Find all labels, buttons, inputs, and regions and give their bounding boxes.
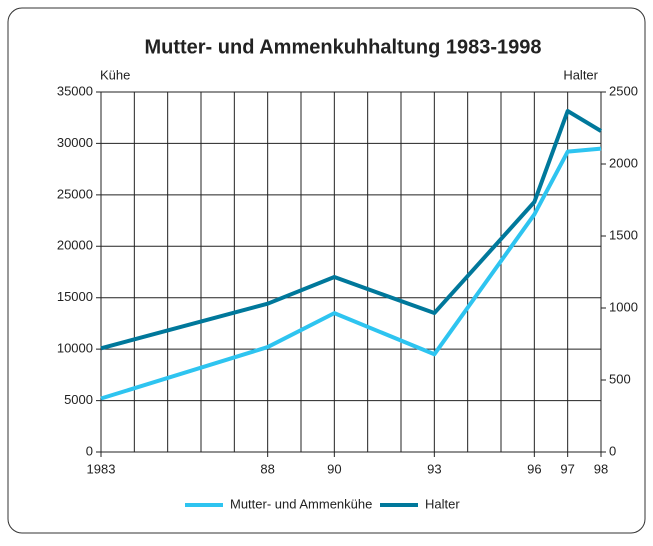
y2-axis-label: Halter xyxy=(563,67,598,82)
chart-title: Mutter- und Ammenkuhhaltung 1983-1998 xyxy=(144,36,541,58)
y2-tick-label: 2000 xyxy=(609,155,638,170)
x-tick-label: 98 xyxy=(594,461,608,476)
legend-label: Halter xyxy=(425,496,460,511)
y-tick-label: 30000 xyxy=(57,135,93,150)
x-tick-label: 96 xyxy=(527,461,541,476)
frame xyxy=(7,7,646,534)
x-tick-label: 90 xyxy=(327,461,341,476)
legend-label: Mutter- und Ammenkühe xyxy=(230,496,372,511)
y-tick-label: 0 xyxy=(86,443,93,458)
line-series xyxy=(100,109,603,351)
x-tick-label: 97 xyxy=(560,461,574,476)
y2-tick-label: 2500 xyxy=(609,83,638,98)
y2-tick-label: 1000 xyxy=(609,299,638,314)
x-tick-label: 93 xyxy=(427,461,441,476)
y2-tick-label: 0 xyxy=(609,443,616,458)
y2-tick-label: 500 xyxy=(609,371,631,386)
x-tick-label: 88 xyxy=(260,461,274,476)
y-tick-label: 5000 xyxy=(64,392,93,407)
y-tick-label: 15000 xyxy=(57,289,93,304)
y-tick-label: 25000 xyxy=(57,186,93,201)
y-tick-label: 20000 xyxy=(57,238,93,253)
y-axis-label: Kühe xyxy=(100,67,130,82)
y-tick-label: 10000 xyxy=(57,341,93,356)
y-tick-label: 35000 xyxy=(57,83,93,98)
x-tick-label: 1983 xyxy=(87,461,116,476)
line-series xyxy=(100,146,602,401)
y2-tick-label: 1500 xyxy=(609,227,638,242)
